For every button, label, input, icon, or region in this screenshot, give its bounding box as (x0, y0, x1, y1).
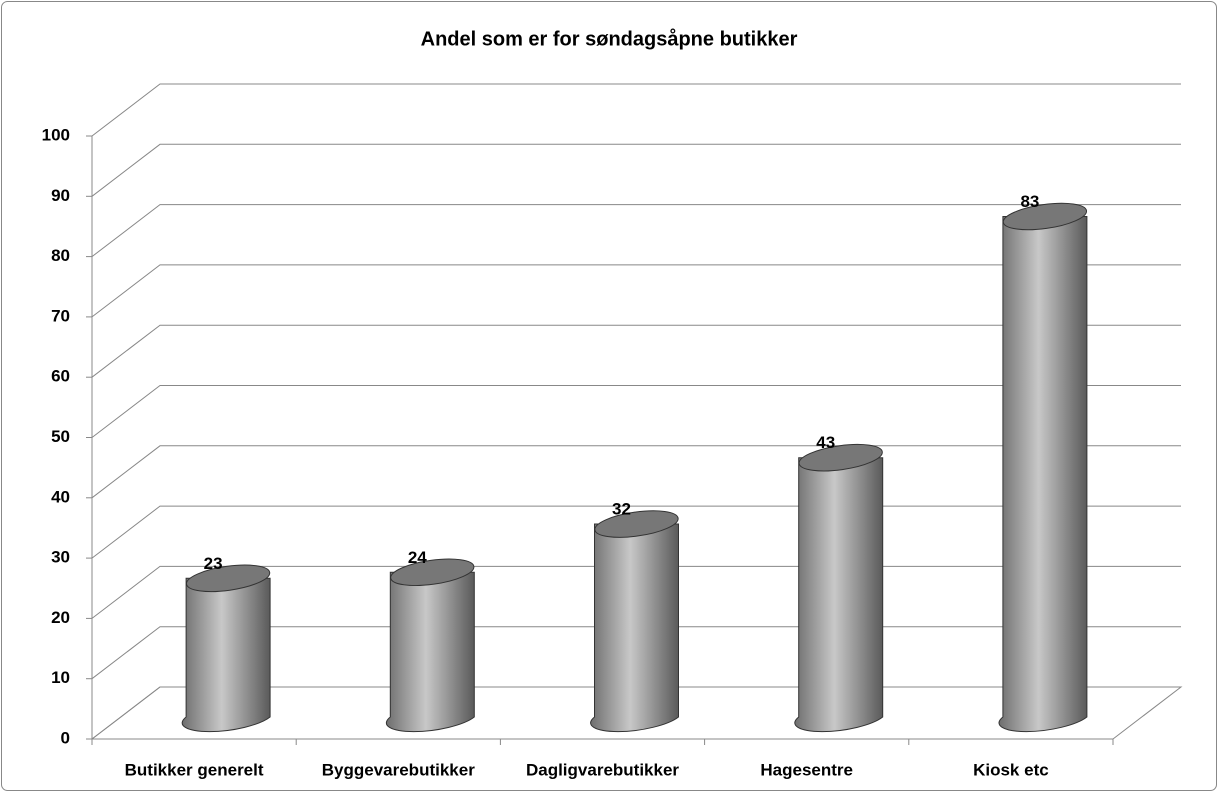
x-tick-label: Kiosk etc (973, 760, 1049, 779)
grid-line (91, 204, 1181, 257)
x-tick-label: Dagligvarebutikker (526, 760, 679, 779)
chart-title: Andel som er for søndagsåpne butikker (421, 27, 798, 50)
y-tick-label: 50 (51, 427, 70, 446)
x-tick-label: Butikker generelt (125, 760, 264, 779)
y-tick-label: 40 (51, 487, 70, 506)
x-tick-label: Byggevarebutikker (322, 760, 475, 779)
bar (794, 443, 884, 733)
data-label: 32 (612, 500, 631, 519)
grid-line (91, 264, 1181, 318)
y-tick-label: 80 (51, 246, 70, 265)
y-tick-label: 60 (51, 367, 70, 386)
y-tick-label: 20 (51, 608, 70, 627)
data-label: 23 (204, 554, 223, 573)
bar (590, 510, 679, 733)
y-tick-label: 10 (51, 668, 70, 687)
data-label: 24 (408, 548, 427, 567)
y-tick-label: 90 (51, 186, 70, 205)
bar (181, 564, 271, 733)
y-tick-label: 0 (61, 728, 70, 747)
x-tick-label: Hagesentre (760, 760, 853, 779)
y-tick-label: 70 (51, 306, 70, 325)
grid-line (91, 385, 1181, 438)
grid-line (91, 324, 1181, 378)
y-tick-label: 100 (42, 125, 70, 144)
grid-line (91, 143, 1181, 197)
grid-line (91, 83, 1181, 137)
data-label: 83 (1020, 192, 1039, 211)
y-tick-label: 30 (51, 548, 70, 567)
data-label: 43 (816, 433, 835, 452)
bar (998, 202, 1088, 733)
bar (385, 558, 475, 733)
